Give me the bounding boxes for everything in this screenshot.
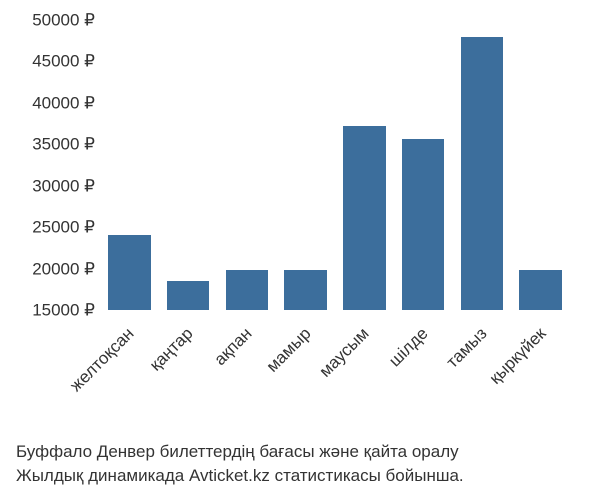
- y-tick-label: 30000 ₽: [0, 177, 95, 194]
- bar: [402, 139, 444, 310]
- x-tick-label: шілде: [385, 321, 435, 371]
- y-tick-label: 40000 ₽: [0, 94, 95, 111]
- y-axis: 15000 ₽20000 ₽25000 ₽30000 ₽35000 ₽40000…: [0, 20, 95, 310]
- x-tick-label: қыркүйек: [485, 321, 552, 388]
- plot-area: [100, 20, 570, 310]
- bar: [461, 37, 503, 310]
- y-tick-label: 25000 ₽: [0, 219, 95, 236]
- bar: [167, 281, 209, 310]
- x-axis: желтоқсанқаңтарақпанмамырмаусымшілдетамы…: [100, 315, 570, 435]
- x-tick-label: қаңтар: [146, 321, 200, 375]
- x-tick-label: маусым: [316, 321, 377, 382]
- y-tick-label: 45000 ₽: [0, 53, 95, 70]
- bar: [343, 126, 385, 310]
- y-tick-label: 50000 ₽: [0, 12, 95, 29]
- x-tick-label: ақпан: [210, 321, 259, 370]
- x-tick-label: тамыз: [443, 321, 494, 372]
- bar: [226, 270, 268, 310]
- bar: [284, 270, 326, 310]
- bar: [519, 270, 561, 310]
- x-tick-label: желтоқсан: [67, 321, 142, 396]
- caption-line-1: Буффало Денвер билеттердің бағасы және қ…: [16, 440, 584, 464]
- chart-container: 15000 ₽ 20000 ₽ 25000 ₽ 30000 ₽ 35000 ₽ 40000…: [0, 0, 600, 500]
- x-tick-label: мамыр: [262, 321, 318, 377]
- y-tick-label: 35000 ₽: [0, 136, 95, 153]
- chart-caption: Буффало Денвер билеттердің бағасы және қ…: [0, 440, 600, 488]
- bar: [108, 235, 150, 310]
- caption-line-2: Жылдық динамикада Avticket.kz статистика…: [16, 464, 584, 488]
- y-tick-label: 15000 ₽: [0, 302, 95, 319]
- y-tick-label: 20000 ₽: [0, 260, 95, 277]
